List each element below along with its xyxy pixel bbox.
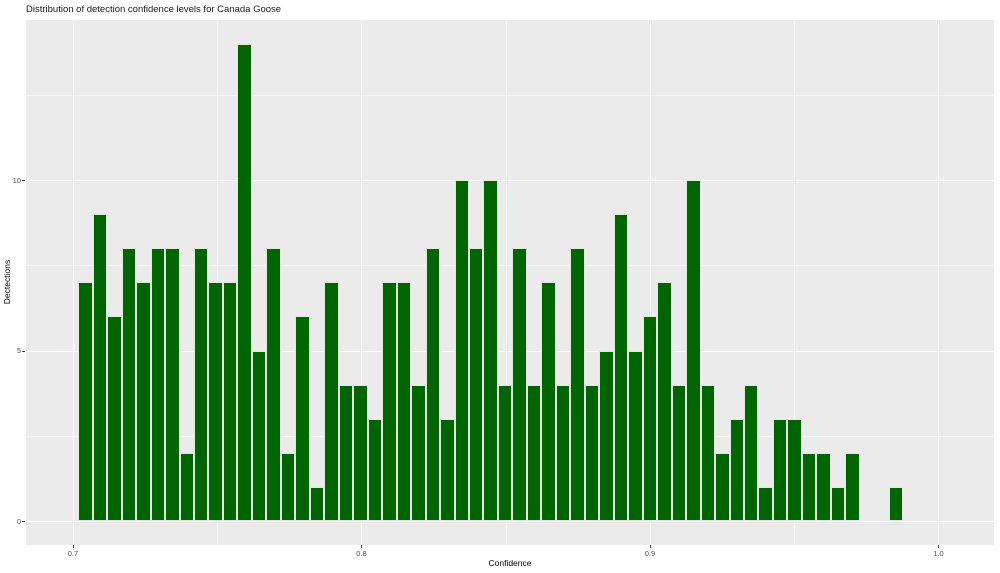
grid-major-vertical (938, 20, 940, 545)
histogram-bar (555, 384, 571, 521)
histogram-bar (772, 418, 788, 521)
histogram-bar (193, 248, 209, 521)
grid-major-vertical (649, 20, 651, 545)
x-tick-mark (361, 545, 363, 548)
histogram-bar (266, 248, 281, 521)
grid-major-horizontal (26, 180, 994, 182)
histogram-bar (816, 452, 831, 521)
x-tick-mark (72, 545, 74, 548)
histogram-bar (888, 486, 904, 521)
histogram-bar (845, 452, 860, 521)
histogram-bar (497, 384, 513, 521)
histogram-bar (483, 180, 498, 521)
plot-panel (26, 20, 994, 545)
grid-major-horizontal (26, 521, 994, 522)
histogram-bar (179, 452, 194, 521)
histogram-bar (830, 486, 846, 521)
histogram-bar (78, 282, 93, 521)
histogram-bar (251, 350, 267, 521)
histogram-bar (222, 282, 238, 521)
histogram-bar (570, 248, 585, 521)
histogram-bar (743, 384, 759, 521)
histogram-bar (309, 486, 325, 521)
histogram-bar (425, 248, 441, 521)
y-tick-label: 5 (16, 346, 21, 356)
histogram-bar (787, 418, 802, 521)
grid-major-vertical (72, 20, 74, 545)
histogram-bar (541, 282, 556, 521)
y-axis-title: Dectections (2, 259, 12, 305)
histogram-bar (353, 384, 368, 521)
histogram-bar (280, 452, 296, 521)
histogram-bar (468, 248, 484, 521)
grid-minor-vertical (794, 20, 796, 545)
histogram-bar (396, 282, 412, 521)
histogram-bar (758, 486, 773, 521)
histogram-bar (628, 350, 643, 521)
histogram-bar (107, 316, 122, 521)
histogram-bar (367, 418, 383, 521)
histogram-bar (512, 248, 527, 521)
histogram-bar (338, 384, 354, 521)
histogram-bar (700, 384, 716, 521)
histogram-bar (237, 43, 252, 521)
y-tick-mark (22, 521, 25, 522)
x-tick-label: 1.0 (933, 549, 944, 558)
histogram-bar (92, 214, 108, 521)
histogram-bar (613, 214, 629, 521)
histogram-bar (165, 248, 180, 521)
grid-major-vertical (361, 20, 363, 545)
y-tick-label: 10 (12, 175, 21, 185)
x-tick-mark (649, 545, 651, 548)
histogram-bar (801, 452, 817, 521)
histogram-bar (136, 282, 151, 521)
histogram-bar (526, 384, 542, 521)
histogram-bar (440, 418, 455, 521)
histogram-bar (729, 418, 744, 521)
histogram-bar (324, 282, 339, 521)
x-tick-label: 0.9 (644, 549, 656, 558)
histogram-bar (454, 180, 469, 521)
x-tick-label: 0.7 (67, 549, 79, 558)
x-axis-title: Confidence (488, 558, 532, 568)
histogram-bar (295, 316, 310, 521)
y-tick-mark (22, 350, 25, 352)
grid-minor-horizontal (26, 265, 994, 267)
histogram-bar (715, 452, 730, 521)
histogram-bar (411, 384, 426, 521)
histogram-bar (150, 248, 166, 521)
histogram-bar (208, 282, 223, 521)
y-tick-label: 0 (16, 516, 21, 526)
x-tick-label: 0.8 (356, 549, 367, 558)
histogram-bar (686, 180, 701, 521)
grid-minor-vertical (505, 20, 507, 545)
grid-minor-horizontal (26, 94, 994, 96)
histogram-bar (657, 282, 672, 521)
histogram-bar (599, 350, 614, 521)
histogram-bar (642, 316, 658, 521)
x-tick-mark (938, 545, 940, 548)
chart-title: Distribution of detection confidence lev… (26, 4, 282, 15)
histogram-bar (121, 248, 137, 521)
histogram-bar (382, 282, 397, 521)
y-tick-mark (22, 180, 25, 182)
grid-major-horizontal (26, 350, 994, 352)
histogram-bar (671, 384, 687, 521)
histogram-bar (584, 384, 600, 521)
